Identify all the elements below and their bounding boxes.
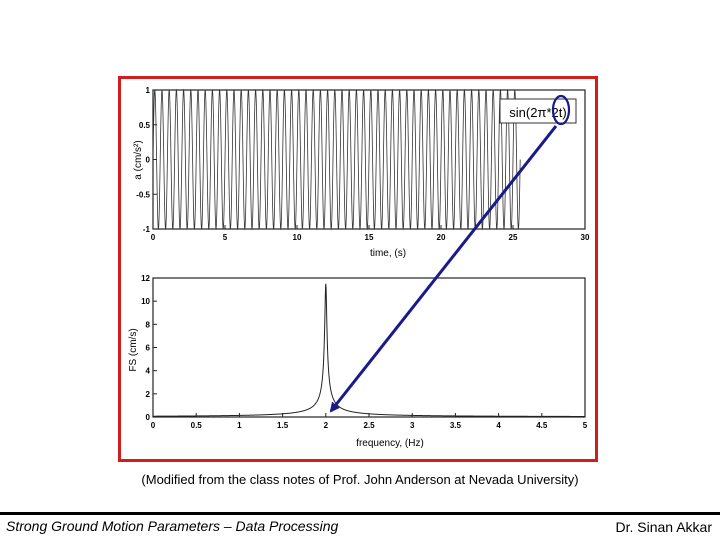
x-tick-label: 1 bbox=[237, 421, 242, 430]
x-tick-label: 4 bbox=[496, 421, 501, 430]
annotation-box bbox=[499, 98, 577, 124]
y-tick-label: -0.5 bbox=[136, 190, 150, 199]
y-tick-label: 12 bbox=[141, 274, 150, 283]
fourier-spectrum-series-line bbox=[153, 283, 585, 417]
y-tick-label: 0 bbox=[146, 156, 151, 165]
y-tick-label: 8 bbox=[146, 320, 151, 329]
x-tick-label: 4.5 bbox=[536, 421, 548, 430]
fourier-spectrum-plot: 12 10 8 6 4 2 0 0 0.5 1 1.5 2 2.5 3 3.5 4 4.5 5 FS (cm/s… bbox=[128, 274, 588, 449]
y-tick-label: -1 bbox=[143, 225, 151, 234]
x-tick-label: 3.5 bbox=[450, 421, 462, 430]
fourier-spectrum-ylabel: FS (cm/s) bbox=[128, 328, 139, 371]
x-tick-label: 15 bbox=[365, 233, 374, 242]
x-tick-label: 0 bbox=[151, 233, 156, 242]
footer-divider bbox=[0, 512, 720, 515]
time-history-series-line bbox=[152, 88, 521, 231]
fourier-spectrum-axes bbox=[152, 277, 586, 418]
x-tick-label: 0.5 bbox=[191, 421, 203, 430]
x-tick-label: 1.5 bbox=[277, 421, 289, 430]
footer-title: Strong Ground Motion Parameters – Data P… bbox=[6, 518, 339, 534]
y-tick-label: 0.5 bbox=[139, 121, 151, 130]
y-tick-label: 4 bbox=[146, 367, 151, 376]
y-tick-label: 1 bbox=[146, 86, 151, 95]
figure-svg: 10.50-0.5-1 0 5 10 15 20 25 30 a (cm/s²) time,… bbox=[128, 86, 590, 449]
x-tick-label: 3 bbox=[410, 421, 415, 430]
x-tick-label: 5 bbox=[223, 233, 228, 242]
time-history-ylabel: a (cm/s²) bbox=[133, 140, 144, 179]
y-tick-label: 0 bbox=[146, 413, 151, 422]
time-history-x-ticks: 0 5 10 15 20 25 30 bbox=[151, 225, 590, 242]
annotation-label: sin(2π*2t) bbox=[509, 105, 566, 120]
x-tick-label: 2 bbox=[324, 421, 329, 430]
x-tick-label: 5 bbox=[583, 421, 588, 430]
y-tick-label: 6 bbox=[146, 344, 151, 353]
time-history-plot: 1 0.5 0 -0.5 -1 0 5 10 15 20 25 30 a (cm/s²) time,… bbox=[133, 86, 590, 259]
x-tick-label: 25 bbox=[509, 233, 518, 242]
annotation-highlight-circle bbox=[551, 94, 571, 126]
fourier-spectrum-xlabel: frequency, (Hz) bbox=[356, 438, 424, 449]
x-tick-label: 2.5 bbox=[363, 421, 375, 430]
figure-frame bbox=[118, 76, 598, 462]
y-tick-label: 10 bbox=[141, 297, 150, 306]
time-history-xlabel: time, (s) bbox=[370, 248, 406, 259]
x-tick-label: 30 bbox=[581, 233, 590, 242]
x-tick-label: 10 bbox=[293, 233, 302, 242]
fourier-spectrum-y-ticks: 12 10 8 6 4 2 0 bbox=[141, 274, 157, 422]
x-tick-label: 20 bbox=[437, 233, 446, 242]
annotation-arrow bbox=[329, 125, 558, 413]
figure-caption: (Modified from the class notes of Prof. … bbox=[141, 472, 579, 487]
y-tick-label: 2 bbox=[146, 390, 151, 399]
footer-author: Dr. Sinan Akkar bbox=[615, 519, 713, 535]
x-tick-label: 0 bbox=[151, 421, 156, 430]
